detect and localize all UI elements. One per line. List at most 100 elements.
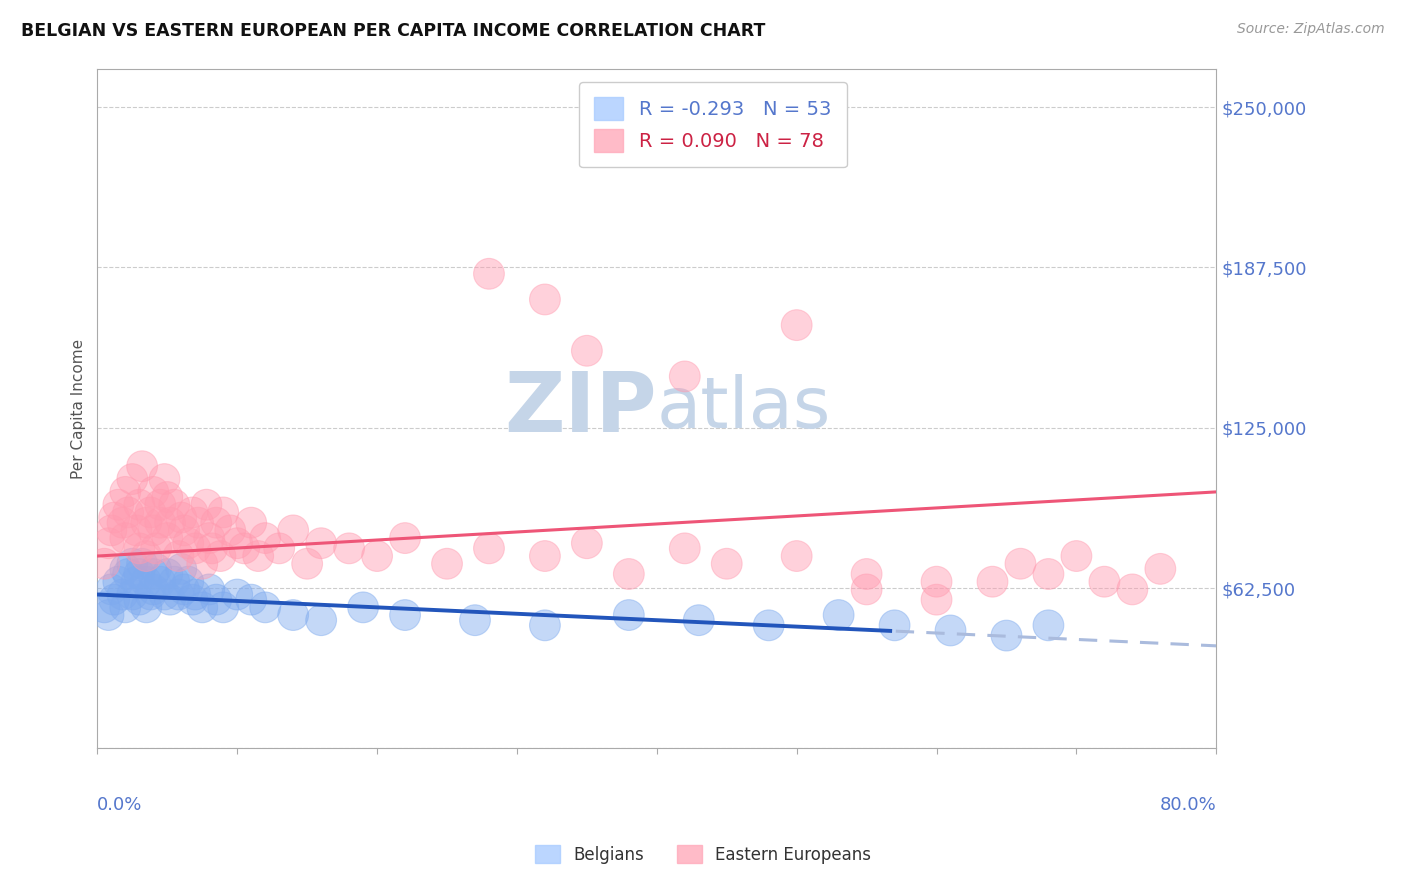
Ellipse shape	[110, 553, 141, 584]
Text: 80.0%: 80.0%	[1160, 796, 1216, 814]
Ellipse shape	[117, 549, 148, 579]
Ellipse shape	[669, 533, 700, 564]
Ellipse shape	[107, 508, 138, 538]
Ellipse shape	[669, 361, 700, 392]
Legend: R = -0.293   N = 53, R = 0.090   N = 78: R = -0.293 N = 53, R = 0.090 N = 78	[579, 82, 846, 168]
Ellipse shape	[177, 497, 208, 528]
Ellipse shape	[163, 579, 194, 610]
Ellipse shape	[571, 528, 602, 558]
Ellipse shape	[250, 523, 281, 553]
Ellipse shape	[124, 490, 155, 520]
Ellipse shape	[389, 599, 420, 631]
Ellipse shape	[222, 528, 253, 558]
Ellipse shape	[201, 584, 232, 615]
Ellipse shape	[194, 523, 225, 553]
Ellipse shape	[173, 528, 204, 558]
Ellipse shape	[124, 584, 155, 615]
Ellipse shape	[236, 508, 267, 538]
Ellipse shape	[236, 584, 267, 615]
Ellipse shape	[121, 515, 152, 546]
Y-axis label: Per Capita Income: Per Capita Income	[72, 338, 86, 479]
Ellipse shape	[169, 574, 200, 605]
Text: 0.0%: 0.0%	[97, 796, 143, 814]
Ellipse shape	[194, 574, 225, 605]
Ellipse shape	[124, 558, 155, 590]
Ellipse shape	[124, 533, 155, 564]
Ellipse shape	[432, 549, 463, 579]
Ellipse shape	[145, 490, 176, 520]
Ellipse shape	[977, 566, 1008, 597]
Ellipse shape	[1033, 610, 1064, 640]
Ellipse shape	[1144, 553, 1175, 584]
Ellipse shape	[103, 490, 134, 520]
Ellipse shape	[305, 605, 336, 636]
Ellipse shape	[571, 335, 602, 366]
Ellipse shape	[177, 584, 208, 615]
Ellipse shape	[98, 584, 129, 615]
Ellipse shape	[991, 620, 1022, 651]
Ellipse shape	[127, 549, 157, 579]
Ellipse shape	[754, 610, 785, 640]
Ellipse shape	[183, 508, 214, 538]
Ellipse shape	[149, 464, 180, 494]
Ellipse shape	[89, 549, 120, 579]
Ellipse shape	[250, 592, 281, 623]
Ellipse shape	[187, 549, 218, 579]
Ellipse shape	[208, 592, 239, 623]
Ellipse shape	[138, 476, 169, 508]
Ellipse shape	[305, 528, 336, 558]
Ellipse shape	[180, 533, 211, 564]
Ellipse shape	[205, 541, 236, 572]
Ellipse shape	[782, 310, 813, 341]
Text: BELGIAN VS EASTERN EUROPEAN PER CAPITA INCOME CORRELATION CHART: BELGIAN VS EASTERN EUROPEAN PER CAPITA I…	[21, 22, 765, 40]
Text: Source: ZipAtlas.com: Source: ZipAtlas.com	[1237, 22, 1385, 37]
Ellipse shape	[138, 574, 169, 605]
Ellipse shape	[138, 558, 169, 590]
Ellipse shape	[93, 599, 124, 631]
Ellipse shape	[824, 599, 853, 631]
Ellipse shape	[152, 523, 183, 553]
Legend: Belgians, Eastern Europeans: Belgians, Eastern Europeans	[529, 838, 877, 871]
Ellipse shape	[152, 482, 183, 512]
Ellipse shape	[530, 541, 561, 572]
Ellipse shape	[197, 533, 228, 564]
Ellipse shape	[180, 579, 211, 610]
Ellipse shape	[613, 599, 644, 631]
Ellipse shape	[107, 579, 138, 610]
Ellipse shape	[333, 533, 364, 564]
Ellipse shape	[1090, 566, 1119, 597]
Ellipse shape	[921, 584, 952, 615]
Ellipse shape	[163, 541, 194, 572]
Ellipse shape	[112, 558, 143, 590]
Ellipse shape	[159, 490, 190, 520]
Ellipse shape	[121, 566, 152, 597]
Ellipse shape	[191, 490, 222, 520]
Ellipse shape	[474, 259, 505, 289]
Ellipse shape	[201, 508, 232, 538]
Ellipse shape	[1005, 549, 1036, 579]
Ellipse shape	[782, 541, 813, 572]
Ellipse shape	[851, 558, 882, 590]
Ellipse shape	[131, 566, 162, 597]
Ellipse shape	[117, 464, 148, 494]
Ellipse shape	[110, 523, 141, 553]
Ellipse shape	[530, 284, 561, 315]
Ellipse shape	[278, 515, 308, 546]
Ellipse shape	[141, 553, 172, 584]
Ellipse shape	[530, 610, 561, 640]
Ellipse shape	[149, 579, 180, 610]
Ellipse shape	[155, 584, 186, 615]
Ellipse shape	[89, 592, 120, 623]
Ellipse shape	[683, 605, 714, 636]
Ellipse shape	[141, 533, 172, 564]
Ellipse shape	[292, 549, 322, 579]
Ellipse shape	[96, 515, 127, 546]
Ellipse shape	[921, 566, 952, 597]
Ellipse shape	[169, 515, 200, 546]
Ellipse shape	[96, 574, 127, 605]
Ellipse shape	[166, 553, 197, 584]
Ellipse shape	[711, 549, 742, 579]
Text: atlas: atlas	[657, 374, 831, 443]
Ellipse shape	[173, 566, 204, 597]
Ellipse shape	[229, 533, 260, 564]
